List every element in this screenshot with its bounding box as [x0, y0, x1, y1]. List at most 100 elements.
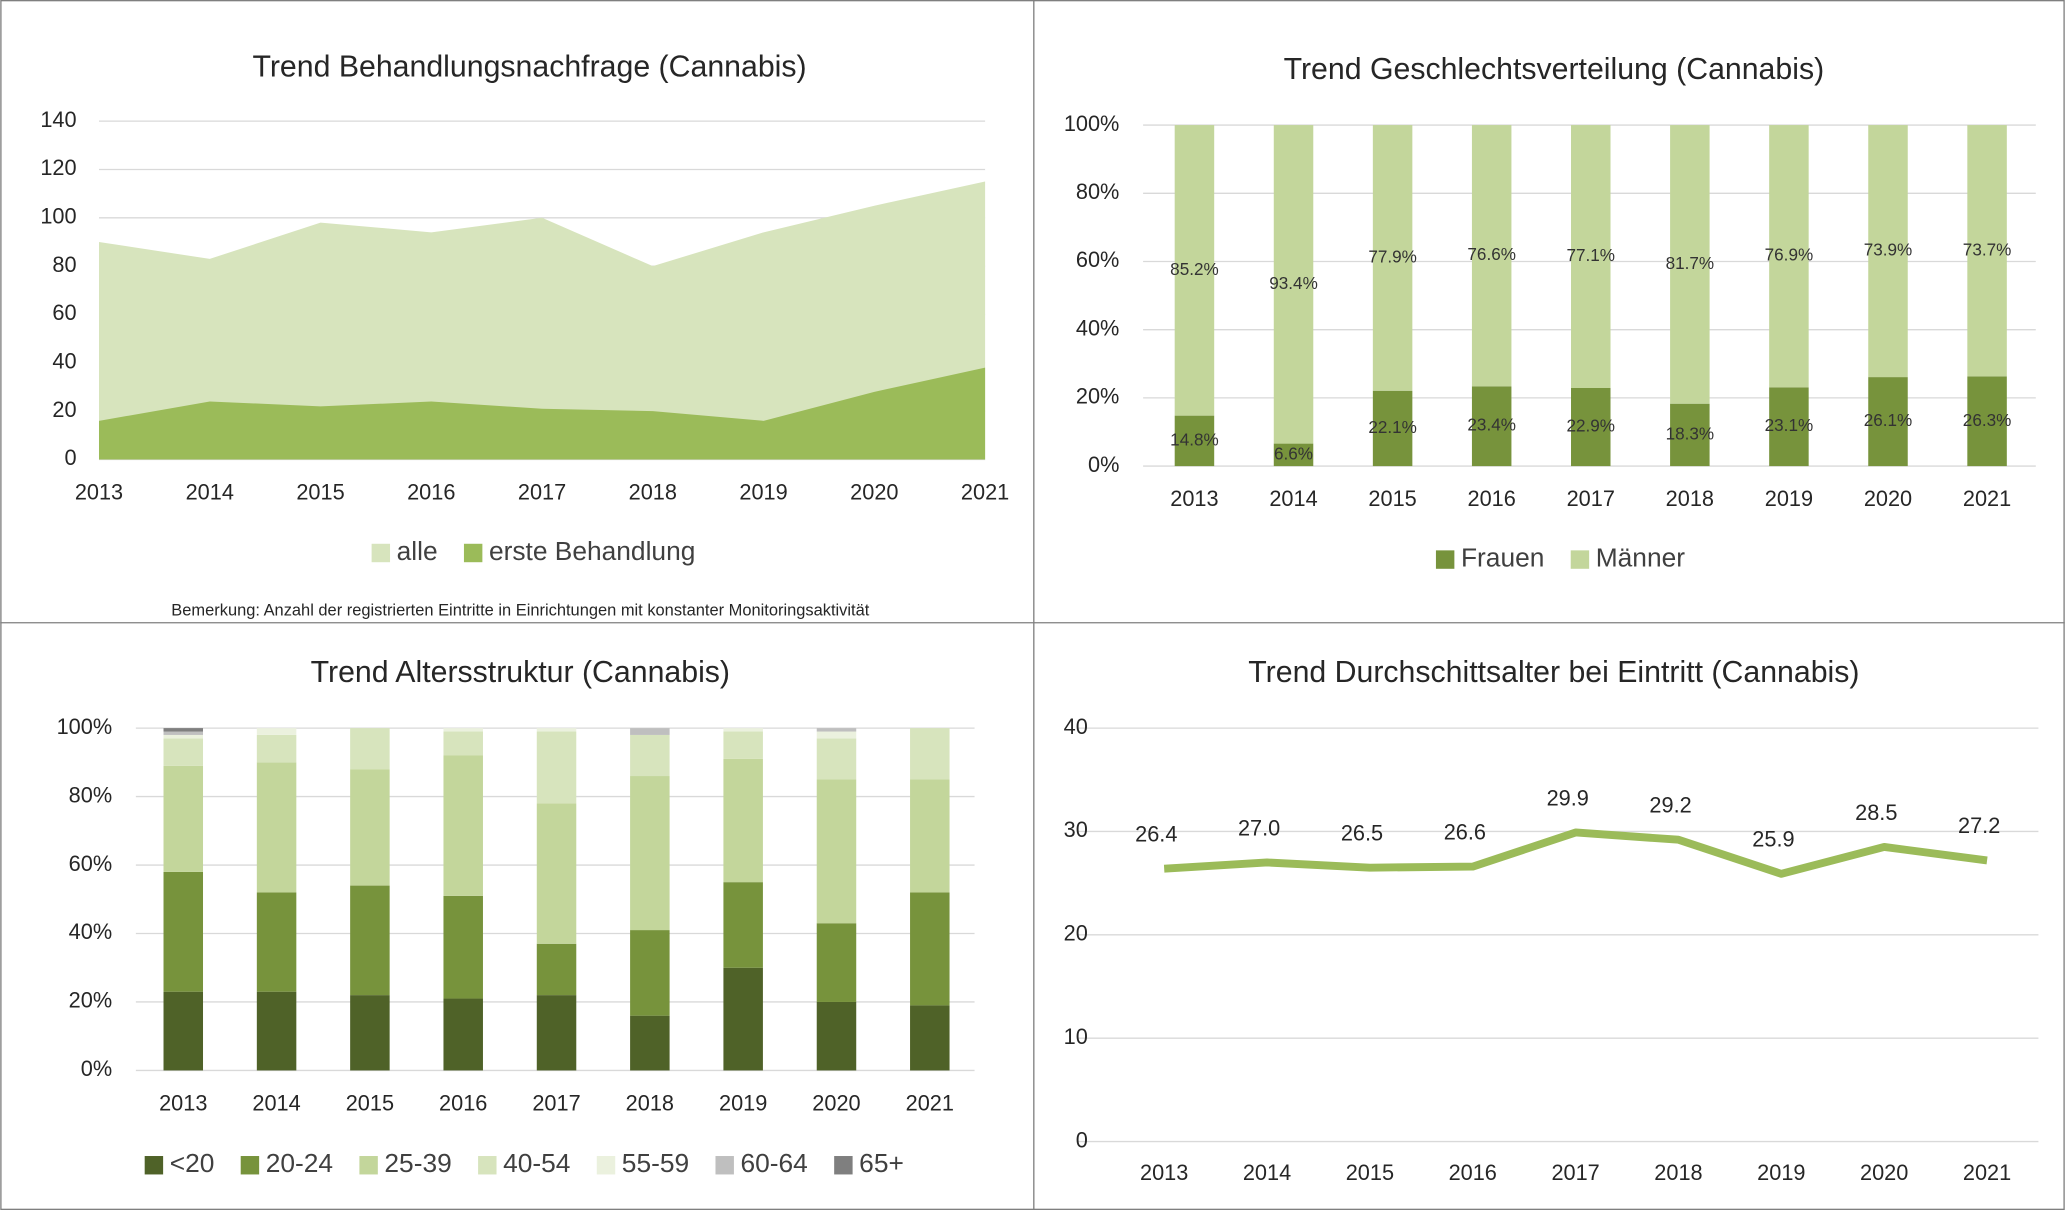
legend-swatch [715, 1156, 734, 1175]
bar-segment [350, 995, 390, 1071]
legend-label: <20 [170, 1148, 215, 1178]
x-tick-label: 2014 [252, 1090, 300, 1115]
legend-swatch [371, 543, 391, 563]
bar-segment [256, 892, 297, 992]
y-tick-label: 60% [1076, 247, 1119, 272]
bar-segment [1273, 443, 1314, 467]
data-label: 26.5 [1341, 820, 1383, 845]
legend-label: 60-64 [740, 1148, 807, 1178]
bar-segment [1769, 125, 1809, 388]
x-tick-label: 2016 [407, 479, 455, 504]
data-label: 27.2 [1958, 813, 2000, 838]
bar-segment [910, 728, 950, 780]
data-label: 29.9 [1547, 785, 1589, 810]
bar-segment [163, 731, 204, 735]
y-tick-label: 40 [52, 349, 76, 374]
chart-title: Trend Altersstruktur (Cannabis) [311, 656, 730, 689]
y-tick-label: 20 [1064, 921, 1088, 946]
bar-segment [816, 738, 857, 780]
legend-label: 65+ [859, 1148, 904, 1178]
note: Bemerkung: Anzahl der registrierten Eint… [171, 601, 869, 619]
bar-segment [1670, 125, 1710, 404]
bar-segment [443, 728, 483, 732]
bar-segment [350, 769, 390, 886]
bar-segment [723, 758, 763, 883]
bar-segment [1967, 125, 2007, 377]
x-tick-label: 2017 [532, 1090, 580, 1115]
data-label: 23.1% [1765, 416, 1814, 435]
bar-segment [443, 731, 483, 756]
bar-segment [163, 765, 204, 872]
bar-segment [910, 892, 950, 1006]
legend-swatch [463, 543, 483, 563]
bar-segment [1372, 390, 1413, 467]
legend-label: erste Behandlung [489, 536, 695, 566]
legend-label: 40-54 [503, 1148, 570, 1178]
legend: Frauen Männer [1435, 543, 1685, 573]
data-label: 26.1% [1864, 411, 1913, 430]
legend-swatch [359, 1156, 378, 1175]
x-tick-label: 2014 [186, 479, 234, 504]
x-tick-label: 2013 [75, 479, 123, 504]
bar-segment [910, 779, 950, 893]
bar-segment [630, 776, 670, 931]
bar-segment [1471, 125, 1512, 387]
bar-segment [536, 943, 577, 996]
x-tick-label: 2015 [346, 1090, 394, 1115]
x-tick-label: 2013 [159, 1090, 207, 1115]
bar-segment [816, 731, 857, 739]
y-tick-label: 60 [52, 300, 76, 325]
x-tick-label: 2018 [1666, 486, 1714, 511]
bar-segment [630, 930, 670, 1016]
chart-title: Trend Geschlechtsverteilung (Cannabis) [1284, 53, 1825, 86]
legend: alle erste Behandlung [371, 536, 695, 566]
x-tick-label: 2018 [629, 479, 677, 504]
y-tick-label: 20% [69, 988, 112, 1013]
y-tick-label: 40 [1064, 714, 1088, 739]
bar-segment [350, 885, 390, 996]
area [98, 181, 986, 460]
data-label: 77.1% [1567, 246, 1616, 265]
data-label: 18.3% [1666, 424, 1715, 443]
y-tick-label: 0% [1088, 452, 1119, 477]
bar-segment [163, 738, 204, 766]
data-label: 28.5 [1855, 800, 1897, 825]
line [1163, 828, 1988, 878]
x-tick-label: 2013 [1170, 486, 1218, 511]
bar-segment [163, 734, 204, 739]
data-label: 6.6% [1274, 444, 1313, 463]
y-tick-label: 10 [1064, 1024, 1088, 1049]
y-tick-label: 140 [40, 107, 76, 132]
x-tick-label: 2018 [1654, 1160, 1702, 1185]
data-label: 27.0 [1238, 815, 1280, 840]
data-label: 76.9% [1765, 246, 1814, 265]
data-label: 26.6 [1444, 819, 1486, 844]
y-tick-label: 40% [69, 919, 112, 944]
x-tick-label: 2017 [1551, 1160, 1599, 1185]
legend-swatch [1435, 550, 1455, 569]
y-tick-label: 120 [40, 155, 76, 180]
bar-segment [536, 995, 577, 1071]
bar-segment [723, 731, 763, 759]
bar-segment [816, 923, 857, 1002]
bar-segment [443, 998, 483, 1071]
bar-segment [163, 991, 204, 1071]
bar-segment [630, 1015, 670, 1071]
y-tick-label: 80% [1076, 179, 1119, 204]
bar-segment [536, 731, 577, 804]
bar-segment [1174, 415, 1215, 467]
legend-label: 25-39 [384, 1148, 451, 1178]
bar-segment [910, 1005, 950, 1071]
x-tick-label: 2019 [719, 1090, 767, 1115]
data-label: 25.9 [1752, 827, 1794, 852]
x-tick-label: 2021 [1963, 486, 2011, 511]
data-label: 23.4% [1467, 416, 1516, 435]
x-tick-label: 2019 [739, 479, 787, 504]
bar-segment [630, 734, 670, 777]
legend: <20 20-24 25-39 40-54 55-59 60-64 65+ [144, 1148, 904, 1178]
bar-segment [443, 895, 483, 999]
bar-segment [816, 1001, 857, 1071]
y-tick-label: 100% [57, 714, 113, 739]
